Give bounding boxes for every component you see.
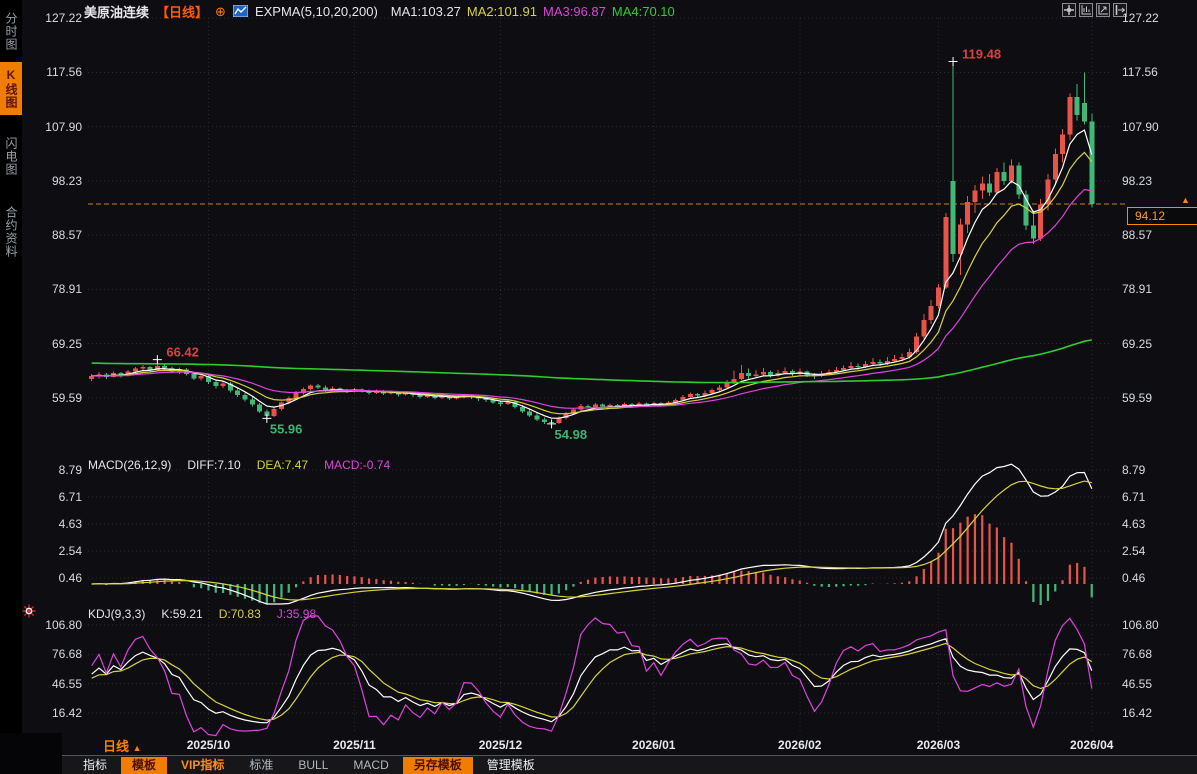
expma-lines (91, 129, 1093, 419)
price-annotations: 119.48 66.42 55.96 54.98 (152, 46, 1001, 442)
macd-values: DIFF:7.10 DEA:7.47 MACD:-0.74 (181, 458, 390, 472)
svg-text:66.42: 66.42 (166, 345, 199, 360)
gridlines (88, 17, 1110, 733)
svg-text:54.98: 54.98 (555, 427, 588, 442)
sidebar: 分时图 K线图闪电图合约资料 (0, 0, 22, 774)
bottom-left-filler (0, 733, 62, 774)
macd-value: MACD:-0.74 (324, 458, 391, 472)
macd-value: DIFF:7.10 (187, 458, 241, 472)
chevron-up-icon: ▲ (132, 743, 142, 753)
circle-plus-icon[interactable]: ⊕ (215, 3, 226, 19)
export-icon[interactable] (1113, 3, 1127, 17)
kdj-title: KDJ(9,3,3) (88, 607, 146, 621)
toolbar-tab-8[interactable]: 管理模板 (486, 757, 535, 772)
toolbar-tab-4[interactable]: 标准 (249, 757, 274, 772)
last-price-tag: 94.12 (1127, 207, 1197, 225)
toolbar-tab-1[interactable]: 指标 (83, 757, 108, 772)
chart-header: 美原油连续 【日线】 ⊕ EXPMA(5,10,20,200) MA1:103.… (84, 3, 675, 20)
last-price-value: 94.12 (1135, 209, 1166, 223)
candlestick-series (89, 61, 1095, 424)
toolbar-tab-2[interactable]: 模板 (121, 756, 168, 774)
crosshair-icon[interactable] (1062, 3, 1076, 17)
ma-value: MA3:96.87 (543, 3, 606, 19)
dea-line (91, 480, 1092, 601)
period-dropdown[interactable]: 日线 ▲ (103, 736, 142, 755)
svg-text:55.96: 55.96 (270, 421, 303, 436)
sidebar-item-2[interactable]: K线图 (0, 62, 22, 115)
kdj-value: K:59.21 (161, 607, 203, 621)
bottom-toolbar: 指标 模板 VIP指标 标准 BULL MACD 另存模板 管理模板 (62, 755, 1197, 774)
ma-value: MA2:101.91 (466, 3, 538, 19)
macd-header: MACD(26,12,9) DIFF:7.10 DEA:7.47 MACD:-0.7… (88, 458, 390, 472)
kdj-values: K:59.21 D:70.83 J:35.98 (155, 607, 316, 621)
svg-text:119.48: 119.48 (962, 46, 1001, 61)
macd-panel (91, 463, 1093, 605)
ma-value: MA1:103.27 (390, 3, 461, 19)
sidebar-item-3[interactable]: 闪电图 (4, 137, 18, 176)
chart-play-icon[interactable] (1096, 3, 1110, 17)
toolbar-tab-3[interactable]: VIP指标 (181, 757, 225, 772)
ma-value: MA4:70.10 (611, 3, 675, 19)
chart-toolbar-icons (1062, 3, 1127, 17)
symbol-title: 美原油连续 (84, 4, 150, 20)
toolbar-tab-6[interactable]: MACD (353, 757, 389, 772)
j-line (91, 615, 1093, 737)
d-line (91, 642, 1093, 721)
ma-values: MA1:103.27 MA2:101.91 MA3:96.87 MA4:70.10 (385, 4, 675, 19)
diff-line (91, 463, 1093, 605)
kdj-value: D:70.83 (218, 607, 261, 621)
period-tag[interactable]: 【日线】 (156, 4, 209, 20)
price-marker-icon: ▲ (1181, 195, 1190, 205)
chart-box-icon[interactable] (1079, 3, 1093, 17)
kdj-value: J:35.98 (276, 607, 317, 621)
k-line (91, 638, 1093, 724)
kdj-header: KDJ(9,3,3) K:59.21 D:70.83 J:35.98 (88, 607, 316, 621)
toolbar-tab-5[interactable]: BULL (298, 757, 329, 772)
indicator-name: EXPMA(5,10,20,200) (254, 3, 378, 19)
sidebar-item-4[interactable]: 合约资料 (4, 206, 18, 258)
sidebar-item-1[interactable]: 分时图 (4, 12, 18, 51)
toolbar-tab-7[interactable]: 另存模板 (402, 756, 473, 774)
kdj-panel (91, 615, 1093, 737)
indicator-alert-icon[interactable] (21, 603, 37, 619)
macd-value: DEA:7.47 (256, 458, 309, 472)
period-dropdown-label: 日线 (103, 739, 130, 754)
mini-chart-icon (232, 5, 248, 17)
macd-title: MACD(26,12,9) (88, 458, 172, 472)
